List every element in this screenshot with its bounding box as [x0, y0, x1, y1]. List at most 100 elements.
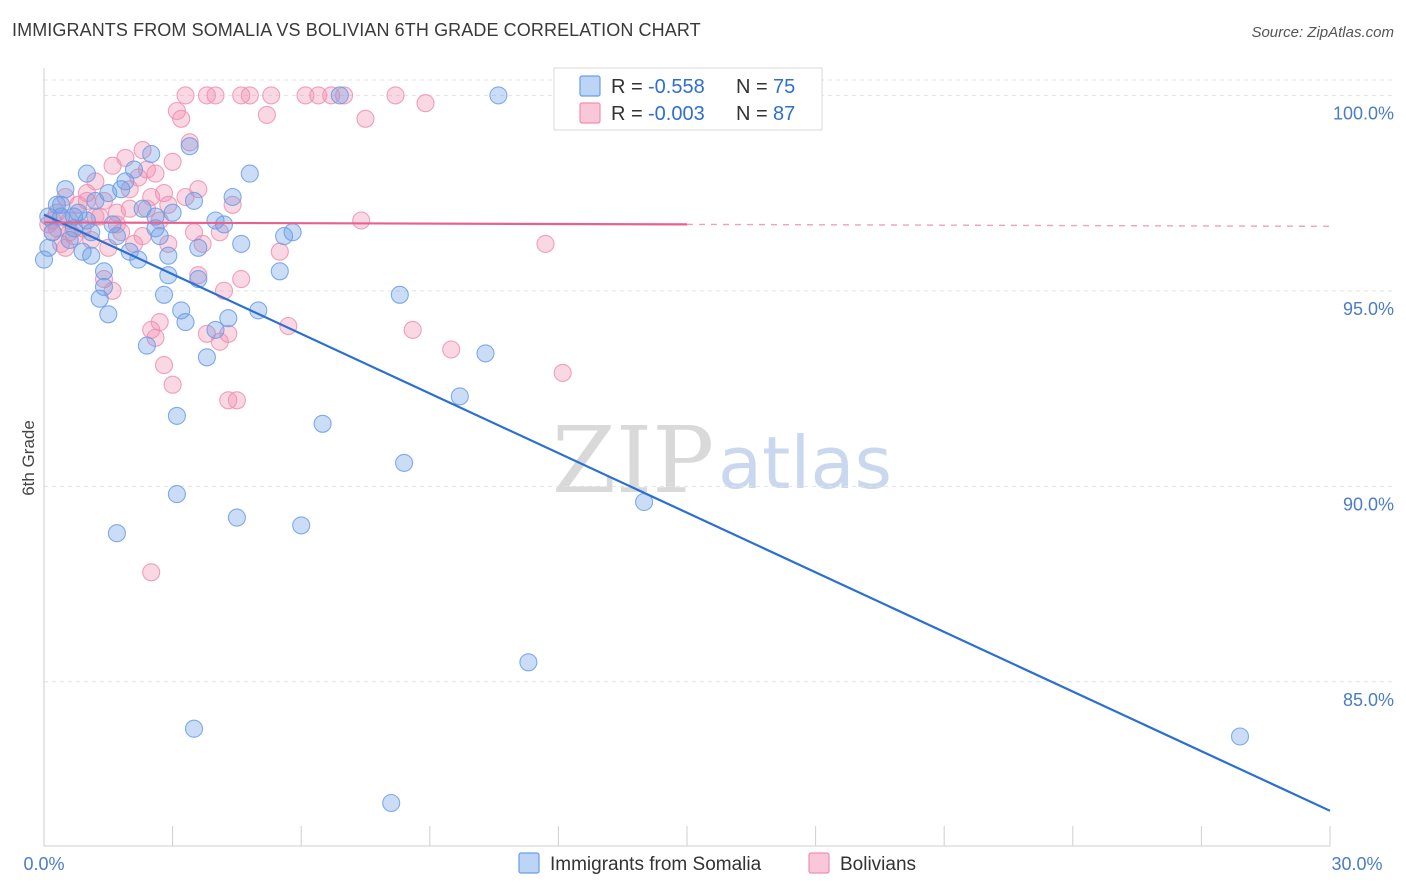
- somalia-point-36: [214, 215, 234, 234]
- bolivia-point-29: [163, 152, 182, 171]
- bolivia-point-52: [352, 211, 371, 230]
- bolivia-point-33: [180, 133, 199, 152]
- bolivia-point-54: [386, 86, 405, 105]
- bolivia-point-69: [227, 391, 246, 410]
- somalia-point-41: [270, 262, 289, 281]
- bolivia-point-49: [309, 86, 328, 105]
- trendline-somalia: [43, 213, 1331, 812]
- somalia-point-58: [476, 344, 495, 363]
- somalia-point-59: [489, 86, 508, 105]
- bolivia-point-65: [189, 266, 208, 285]
- y-tick-label-95: 95.0%: [1343, 299, 1394, 319]
- somalia-point-63: [519, 653, 538, 672]
- somalia-point-31: [180, 137, 199, 156]
- bolivia-point-79: [120, 199, 139, 218]
- somalia-point-55: [313, 414, 332, 433]
- bolivia-point-27: [154, 184, 174, 203]
- somalia-point-12: [82, 246, 101, 265]
- bolivia-point-64: [163, 375, 182, 394]
- somalia-point-1: [43, 223, 62, 242]
- y-axis-label: 6th Grade: [19, 420, 38, 496]
- somalia-point-65: [382, 793, 401, 813]
- bolivia-point-53: [356, 109, 375, 128]
- x-tick-label-max: 30.0%: [1331, 854, 1382, 874]
- somalia-point-5: [60, 230, 79, 250]
- somalia-point-49: [275, 227, 294, 246]
- y-axis-tick-labels: 85.0% 90.0% 95.0% 100.0%: [1333, 103, 1394, 709]
- bolivia-point-46: [270, 242, 289, 261]
- bolivia-point-63: [154, 356, 174, 375]
- somalia-point-22: [124, 160, 144, 179]
- somalia-point-47: [206, 320, 225, 339]
- somalia-point-66: [1230, 727, 1250, 746]
- chart-source: Source: ZipAtlas.com: [1251, 24, 1394, 41]
- bolivia-point-71: [232, 270, 251, 289]
- stats-legend: R = -0.558 N = 75 R = -0.003 N = 87: [553, 67, 823, 131]
- somalia-point-69: [94, 277, 114, 296]
- y-tick-label-100: 100.0%: [1333, 103, 1394, 123]
- bottom-legend-swatch-somalia: [518, 852, 540, 874]
- somalia-point-4: [56, 180, 75, 199]
- bottom-legend-bolivia-label: Bolivians: [840, 854, 916, 875]
- bolivia-point-48: [296, 86, 315, 105]
- somalia-point-14: [90, 289, 109, 308]
- y-tick-label-85: 85.0%: [1343, 690, 1394, 710]
- somalia-point-45: [176, 313, 195, 332]
- series-somalia-points: [34, 86, 1250, 813]
- legend-bolivia-r-value: -0.003: [648, 103, 705, 125]
- watermark: ZIP atlas: [552, 407, 892, 514]
- legend-bolivia-r-label: R =: [611, 103, 643, 125]
- legend-somalia-n-value: 75: [773, 76, 795, 98]
- trendline-bolivia-extension: [686, 223, 1331, 228]
- bolivia-point-38: [206, 86, 225, 105]
- somalia-point-57: [450, 387, 469, 406]
- somalia-point-48: [219, 309, 238, 328]
- somalia-point-17: [103, 215, 122, 234]
- somalia-point-23: [129, 250, 148, 269]
- bolivia-point-45: [262, 86, 281, 105]
- chart-title: IMMIGRANTS FROM SOMALIA VS BOLIVIAN 6TH …: [12, 20, 701, 40]
- series-bolivians-points: [39, 86, 572, 582]
- somalia-point-70: [146, 219, 165, 238]
- somalia-point-18: [107, 227, 126, 246]
- legend-bolivia-n-value: 87: [773, 103, 795, 125]
- somalia-point-73: [99, 305, 118, 324]
- bolivia-point-72: [142, 563, 161, 582]
- bolivia-point-44: [257, 105, 276, 124]
- somalia-point-61: [390, 285, 409, 304]
- somalia-point-56: [395, 453, 414, 472]
- somalia-point-44: [154, 285, 174, 304]
- somalia-point-7: [73, 242, 92, 261]
- bolivia-point-58: [536, 234, 555, 253]
- somalia-point-52: [107, 524, 126, 543]
- legend-somalia-n-label: N =: [736, 76, 768, 98]
- somalia-point-30: [172, 301, 191, 320]
- somalia-point-67: [34, 250, 54, 269]
- bolivia-point-25: [146, 164, 165, 183]
- legend-somalia-r-value: -0.558: [648, 76, 705, 98]
- somalia-point-39: [240, 164, 259, 183]
- x-axis-ticks: [43, 826, 1331, 846]
- legend-bolivia-n-label: N =: [736, 103, 768, 125]
- somalia-point-68: [39, 238, 58, 257]
- trendlines: [43, 213, 1331, 812]
- x-tick-label-min: 0.0%: [23, 854, 64, 874]
- bolivia-point-82: [176, 187, 195, 207]
- bolivia-point-41: [223, 195, 242, 214]
- somalia-point-34: [197, 348, 216, 367]
- legend-somalia-r-label: R =: [611, 76, 643, 98]
- trendline-bolivia: [43, 221, 688, 226]
- legend-swatch-somalia: [579, 75, 601, 97]
- somalia-point-15: [94, 262, 114, 281]
- bottom-legend-swatch-bolivia: [808, 852, 830, 874]
- somalia-point-53: [227, 508, 246, 527]
- somalia-point-50: [167, 406, 186, 425]
- series-legend: Immigrants from Somalia Bolivians: [518, 852, 916, 875]
- somalia-point-38: [232, 234, 251, 253]
- bolivia-point-56: [416, 94, 435, 113]
- somalia-point-25: [142, 144, 161, 164]
- bolivia-point-55: [403, 320, 422, 339]
- somalia-point-37: [223, 187, 242, 207]
- somalia-point-33: [189, 238, 208, 257]
